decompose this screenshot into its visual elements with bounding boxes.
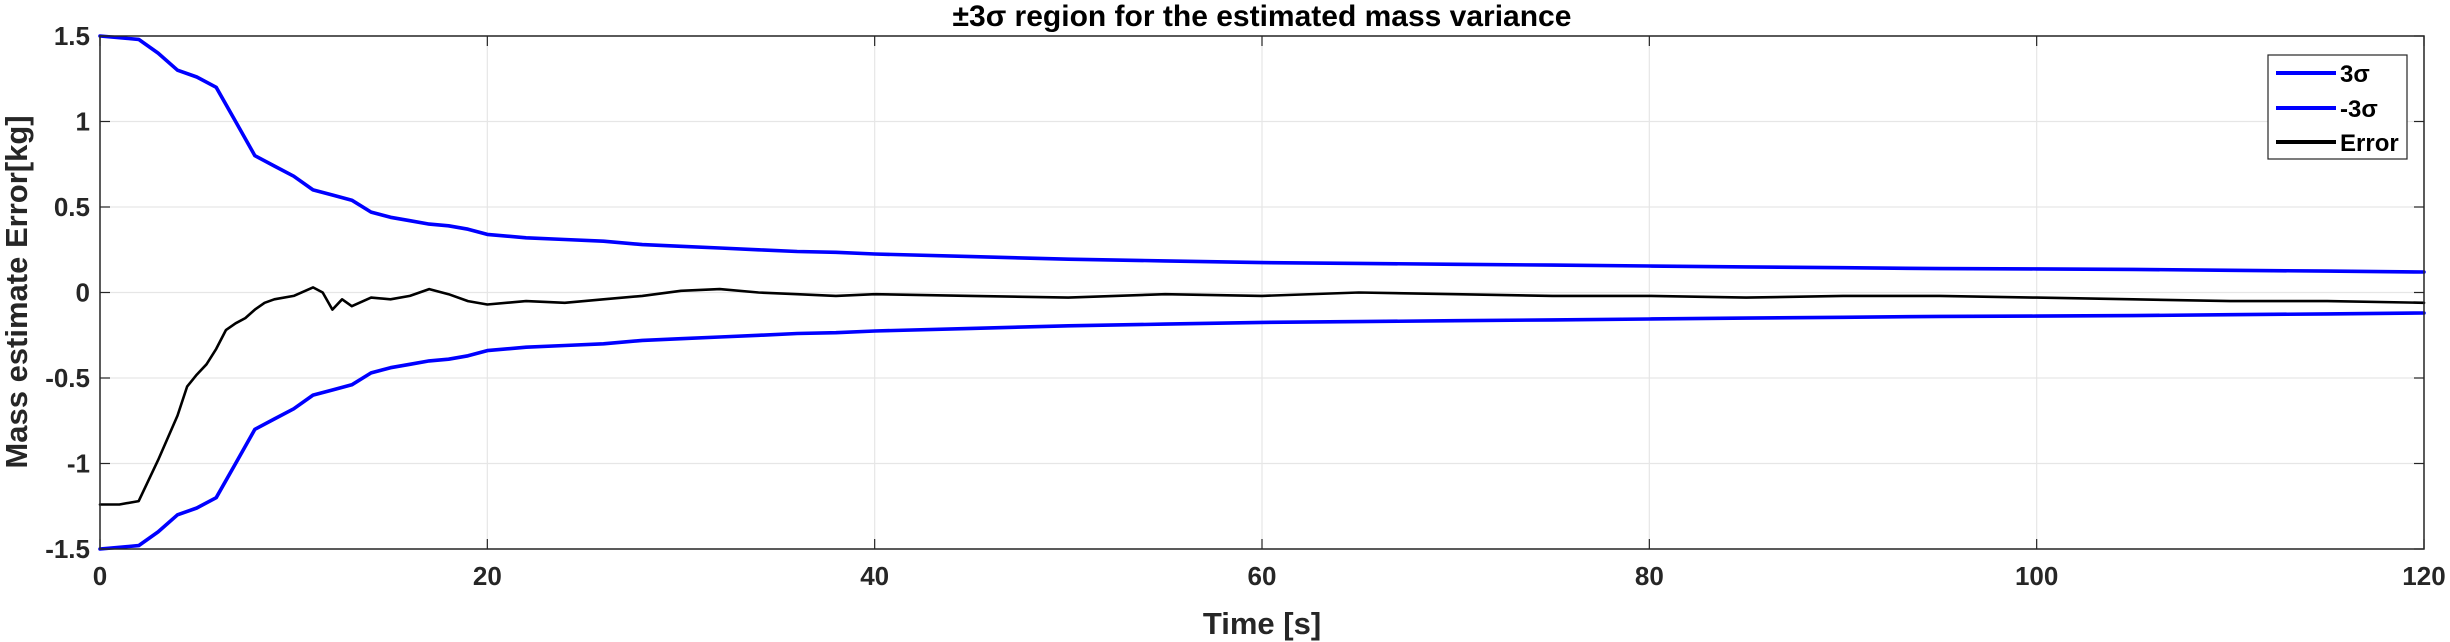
legend: 3σ -3σ Error — [2267, 54, 2408, 160]
x-tick-labels: 0 20 40 60 80 100 120 — [93, 561, 2446, 591]
x-tick-label: 80 — [1635, 561, 1664, 591]
y-tick-label: 0.5 — [54, 192, 90, 222]
legend-label-minus-3sigma: -3σ — [2340, 96, 2378, 123]
legend-label-3sigma: 3σ — [2340, 61, 2370, 88]
x-tick-label: 0 — [93, 561, 107, 591]
x-tick-label: 40 — [860, 561, 889, 591]
series-group — [98, 34, 2426, 551]
y-tick-label: -1 — [67, 449, 90, 479]
y-tick-label: -1.5 — [45, 534, 90, 564]
y-tick-label: -0.5 — [45, 363, 90, 393]
legend-label-error: Error — [2340, 130, 2399, 157]
x-tick-label: 60 — [1248, 561, 1277, 591]
minus-3sigma-line — [98, 311, 2426, 551]
x-axis-title: Time [s] — [1203, 606, 1321, 641]
y-tick-label: 1 — [76, 107, 90, 137]
error-line — [98, 286, 2426, 506]
y-axis-title: Mass estimate Error[kg] — [0, 115, 34, 468]
ticks — [99, 35, 2425, 550]
x-tick-label: 120 — [2402, 561, 2445, 591]
chart-title: ±3σ region for the estimated mass varian… — [953, 0, 1572, 33]
plus-3sigma-line — [98, 34, 2426, 274]
y-tick-label: 0 — [76, 278, 90, 308]
x-tick-label: 100 — [2015, 561, 2058, 591]
x-tick-label: 20 — [473, 561, 502, 591]
y-tick-label: 1.5 — [54, 21, 90, 51]
y-tick-labels: 1.5 1 0.5 0 -0.5 -1 -1.5 — [45, 21, 90, 564]
